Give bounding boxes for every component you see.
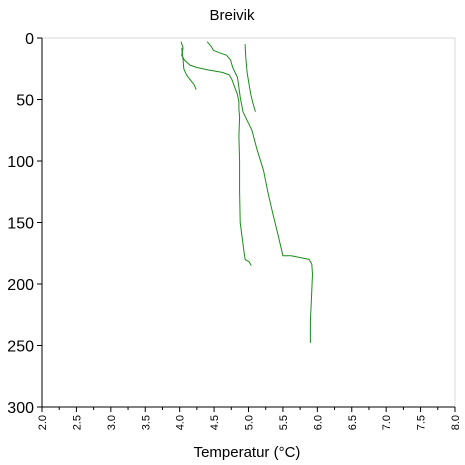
y-tick-label: 200 [7,277,34,294]
x-tick-label: 3.0 [106,415,118,430]
y-tick-label: 250 [7,339,34,356]
x-tick-label: 6.5 [347,415,359,430]
x-tick-label: 7.5 [416,415,428,430]
x-tick-label: 2.5 [71,415,83,430]
temperature-profile-line-2 [206,41,313,343]
y-tick-label: 0 [25,31,34,48]
plot-area-frame [41,37,456,408]
temperature-profile-line-3 [244,44,256,112]
x-tick-label: 7.0 [381,415,393,430]
y-tick-label: 50 [16,93,34,110]
x-tick-label: 2.0 [37,415,49,430]
x-tick-label: 5.5 [278,415,290,430]
x-tick-label: 5.0 [244,415,256,430]
x-tick-label: 4.5 [209,415,221,430]
x-tick-label: 8.0 [450,415,462,430]
x-axis-label: Temperatur (°C) [194,444,301,461]
x-tick-label: 4.0 [175,415,187,430]
y-tick-label: 300 [7,400,34,417]
x-tick-label: 3.5 [140,415,152,430]
x-tick-label: 6.0 [312,415,324,430]
chart-title: Breivik [209,7,255,24]
y-tick-label: 100 [7,154,34,171]
x-axis: 2.0 2.5 3.0 3.5 4.0 4.5 5.0 5.5 6.0 6.5 7.0 7.5 8.0 [37,406,462,430]
y-axis: 0 50 100 150 200 250 300 [7,31,43,417]
y-tick-label: 150 [7,216,34,233]
temperature-profile-line-4 [181,47,197,90]
temperature-profile-line-1 [180,41,252,266]
series-layer [180,41,313,343]
